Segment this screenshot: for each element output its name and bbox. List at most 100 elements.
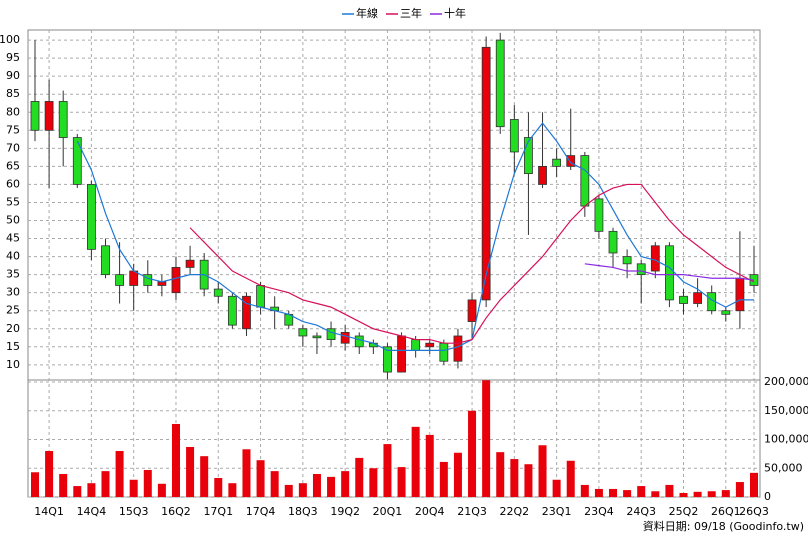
x-tick-label: 17Q4 <box>246 505 276 518</box>
candle-body <box>453 335 463 362</box>
volume-bar <box>242 449 251 497</box>
legend-label: 十年 <box>444 6 466 20</box>
candle-body <box>650 245 660 272</box>
volume-bar <box>524 464 533 497</box>
candle-body <box>622 256 632 265</box>
candle-body <box>298 328 308 337</box>
volume-bar <box>143 469 152 497</box>
x-tick-label: 17Q1 <box>203 505 233 518</box>
y-tick-label: 35 <box>6 268 20 281</box>
volume-bar <box>115 451 124 497</box>
candle-body <box>143 274 153 286</box>
y2-tick-label: 0 <box>764 490 771 503</box>
volume-bar <box>594 488 603 497</box>
volume-bar <box>651 491 660 497</box>
candle-body <box>397 335 406 373</box>
y-tick-label: 40 <box>6 250 20 263</box>
candle-body <box>608 230 618 254</box>
candle-body <box>72 137 82 185</box>
volume-bar <box>665 484 674 497</box>
candle-body <box>566 155 576 167</box>
y-tick-label: 30 <box>6 286 20 299</box>
y2-tick-label: 200,000 <box>764 375 808 388</box>
candle-body <box>340 331 350 344</box>
volume-bar <box>312 474 321 497</box>
x-tick-label: 20Q4 <box>415 505 445 518</box>
candle-body <box>171 267 181 294</box>
volume-bar <box>157 483 166 497</box>
volume-bar <box>580 484 589 497</box>
volume-bar <box>609 488 618 497</box>
legend-label: 三年 <box>400 6 422 20</box>
volume-bar <box>214 478 223 497</box>
candle-body <box>552 158 562 167</box>
candle-body <box>242 295 251 330</box>
y-tick-label: 75 <box>6 123 20 136</box>
volume-bar <box>101 471 110 497</box>
line-series <box>76 122 754 352</box>
candle-body <box>227 295 237 326</box>
candle-body <box>115 274 124 286</box>
x-tick-label: 23Q4 <box>584 505 614 518</box>
plot-frame <box>27 29 761 498</box>
volume-bar <box>693 491 702 497</box>
line-series <box>584 263 755 281</box>
volume-bar <box>411 426 420 497</box>
y2-tick-label: 100,000 <box>764 433 808 446</box>
y-tick-label: 10 <box>6 358 20 371</box>
candle-body <box>326 328 336 340</box>
candle-body <box>721 310 731 315</box>
x-tick-label: 20Q1 <box>373 505 403 518</box>
x-tick-label: 15Q3 <box>119 505 149 518</box>
y-tick-label: 15 <box>6 340 20 353</box>
volume-bar <box>129 479 138 497</box>
volume-bar <box>552 479 561 497</box>
candle-body <box>735 277 745 312</box>
volume-bar <box>59 474 68 497</box>
volume-bar <box>721 490 730 497</box>
volume-bar <box>383 444 392 497</box>
volume-bar <box>45 451 54 497</box>
volume-bar <box>439 461 448 497</box>
x-tick-label: 25Q2 <box>669 505 699 518</box>
candle-body <box>383 346 392 373</box>
y-tick-label: 25 <box>6 304 20 317</box>
volume-bar <box>186 446 195 497</box>
x-tick-label: 21Q3 <box>457 505 487 518</box>
x-tick-label: 22Q2 <box>500 505 530 518</box>
y-tick-label: 50 <box>6 214 20 227</box>
source-note: 資料日期: 09/18 (Goodinfo.tw) <box>643 519 804 533</box>
volume-bar <box>425 434 434 497</box>
volume-bar <box>735 482 744 497</box>
x-tick-label: 14Q1 <box>34 505 64 518</box>
x-tick-label: 19Q2 <box>330 505 360 518</box>
volume-bar <box>637 486 646 497</box>
candle-body <box>636 263 646 276</box>
x-tick-label: 23Q1 <box>542 505 572 518</box>
volume-bar <box>270 471 279 497</box>
candle-body <box>44 101 54 131</box>
volume-bar <box>87 483 96 497</box>
volume-bar <box>482 380 491 497</box>
volume-bar <box>707 491 716 497</box>
volume-bar <box>327 476 336 497</box>
y-tick-label: 70 <box>6 141 20 154</box>
x-tick-label: 16Q2 <box>161 505 191 518</box>
volume-bar <box>679 492 688 497</box>
candle-body <box>679 295 688 304</box>
y-tick-label: 90 <box>6 69 20 82</box>
candle-body <box>439 342 449 362</box>
candle-body <box>495 39 505 128</box>
candle-body <box>509 119 519 153</box>
volume-bar <box>496 452 505 497</box>
candle-body <box>665 245 674 301</box>
candle-body <box>693 292 703 304</box>
y-tick-label: 85 <box>6 87 20 100</box>
volume-bar <box>256 460 265 497</box>
y-tick-label: 45 <box>6 232 20 245</box>
volume-bar <box>284 484 293 497</box>
volume-bar <box>228 483 237 497</box>
candle-body <box>481 46 491 301</box>
candle-body <box>580 155 590 207</box>
